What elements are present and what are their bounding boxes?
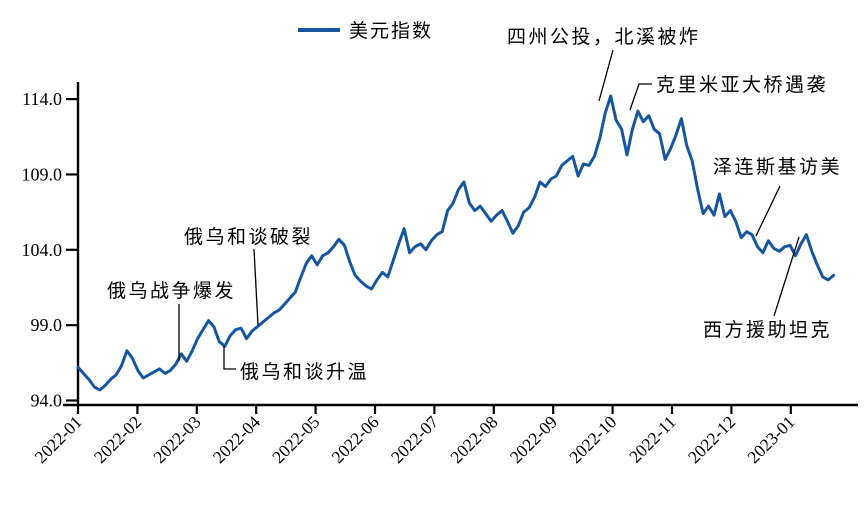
x-tick-label: 2022-03 bbox=[149, 412, 205, 468]
y-tick-label: 99.0 bbox=[31, 315, 63, 335]
series-line bbox=[76, 94, 836, 392]
y-tick-label: 104.0 bbox=[22, 240, 63, 260]
y-tick-label: 94.0 bbox=[31, 391, 63, 411]
x-tick-label: 2022-06 bbox=[327, 412, 383, 468]
y-tick-label: 114.0 bbox=[22, 89, 62, 109]
x-tick-label: 2022-11 bbox=[625, 412, 680, 467]
x-tick-label: 2022-09 bbox=[506, 412, 562, 468]
legend-line-swatch bbox=[298, 27, 340, 32]
x-tick-label: 2022-04 bbox=[209, 412, 265, 468]
annotation-pointer-line bbox=[223, 346, 236, 370]
x-tick-label: 2022-12 bbox=[684, 412, 739, 467]
x-tick-label: 2022-08 bbox=[446, 412, 502, 468]
x-tick-label: 2022-05 bbox=[268, 412, 324, 468]
annotation-label: 俄乌战争爆发 bbox=[107, 280, 236, 302]
x-tick-label: 2022-01 bbox=[30, 412, 85, 467]
x-tick-label: 2023-01 bbox=[743, 412, 798, 467]
x-tick-label: 2022-10 bbox=[565, 412, 621, 468]
annotation-pointer-line bbox=[629, 83, 652, 111]
annotation-label: 俄乌和谈升温 bbox=[240, 361, 369, 383]
annotation-label: 泽连斯基访美 bbox=[713, 156, 842, 178]
legend-label: 美元指数 bbox=[349, 21, 434, 42]
y-tick-label: 109.0 bbox=[22, 164, 63, 184]
x-tick-label: 2022-02 bbox=[90, 412, 145, 467]
annotation-label: 四州公投，北溪被炸 bbox=[507, 26, 701, 48]
annotation-label: 西方援助坦克 bbox=[703, 319, 832, 341]
annotation-label: 俄乌和谈破裂 bbox=[184, 226, 313, 248]
x-tick-label: 2022-07 bbox=[387, 412, 443, 468]
annotation-pointer-line bbox=[773, 236, 800, 317]
annotation-label: 克里米亚大桥遇袭 bbox=[656, 74, 828, 96]
annotation-pointer-line bbox=[755, 185, 781, 237]
chart-legend: 美元指数 bbox=[298, 16, 433, 43]
annotation-pointer-line bbox=[598, 49, 614, 102]
annotation-pointer-line bbox=[253, 248, 259, 326]
